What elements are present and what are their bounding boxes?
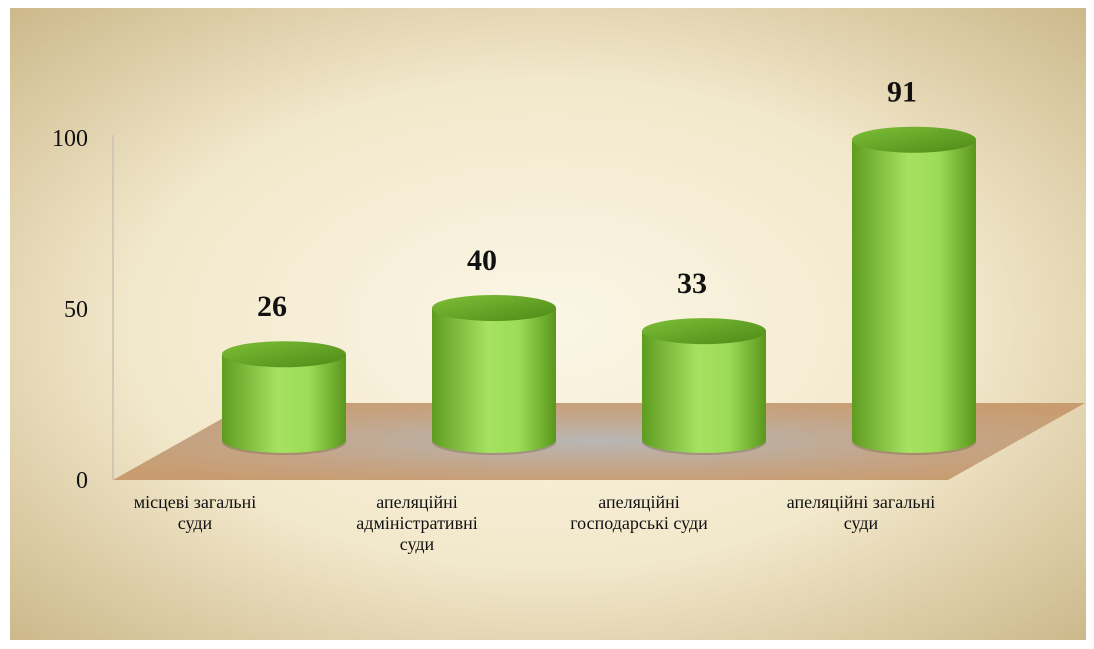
data-label: 40 <box>467 244 497 277</box>
data-label: 26 <box>257 290 287 323</box>
bar-top <box>852 126 976 153</box>
y-tick-label: 100 <box>52 126 88 152</box>
data-label: 33 <box>677 267 707 300</box>
bar <box>222 354 346 453</box>
y-tick-label: 50 <box>64 297 88 323</box>
bar-top <box>642 318 766 345</box>
data-label: 91 <box>887 76 917 109</box>
bar <box>432 308 556 453</box>
bar-top <box>222 341 346 368</box>
x-tick-label: апеляційні загальні суди <box>786 492 936 533</box>
bar-top <box>432 295 556 321</box>
floor <box>113 403 1085 480</box>
bar <box>642 331 766 453</box>
x-tick-label: апеляційні господарські суди <box>570 492 708 533</box>
y-tick-label: 0 <box>76 468 88 494</box>
x-tick-label: місцеві загальні суди <box>133 492 257 533</box>
bar <box>852 139 976 453</box>
x-tick-label: апеляційні адміністративні суди <box>356 492 478 554</box>
